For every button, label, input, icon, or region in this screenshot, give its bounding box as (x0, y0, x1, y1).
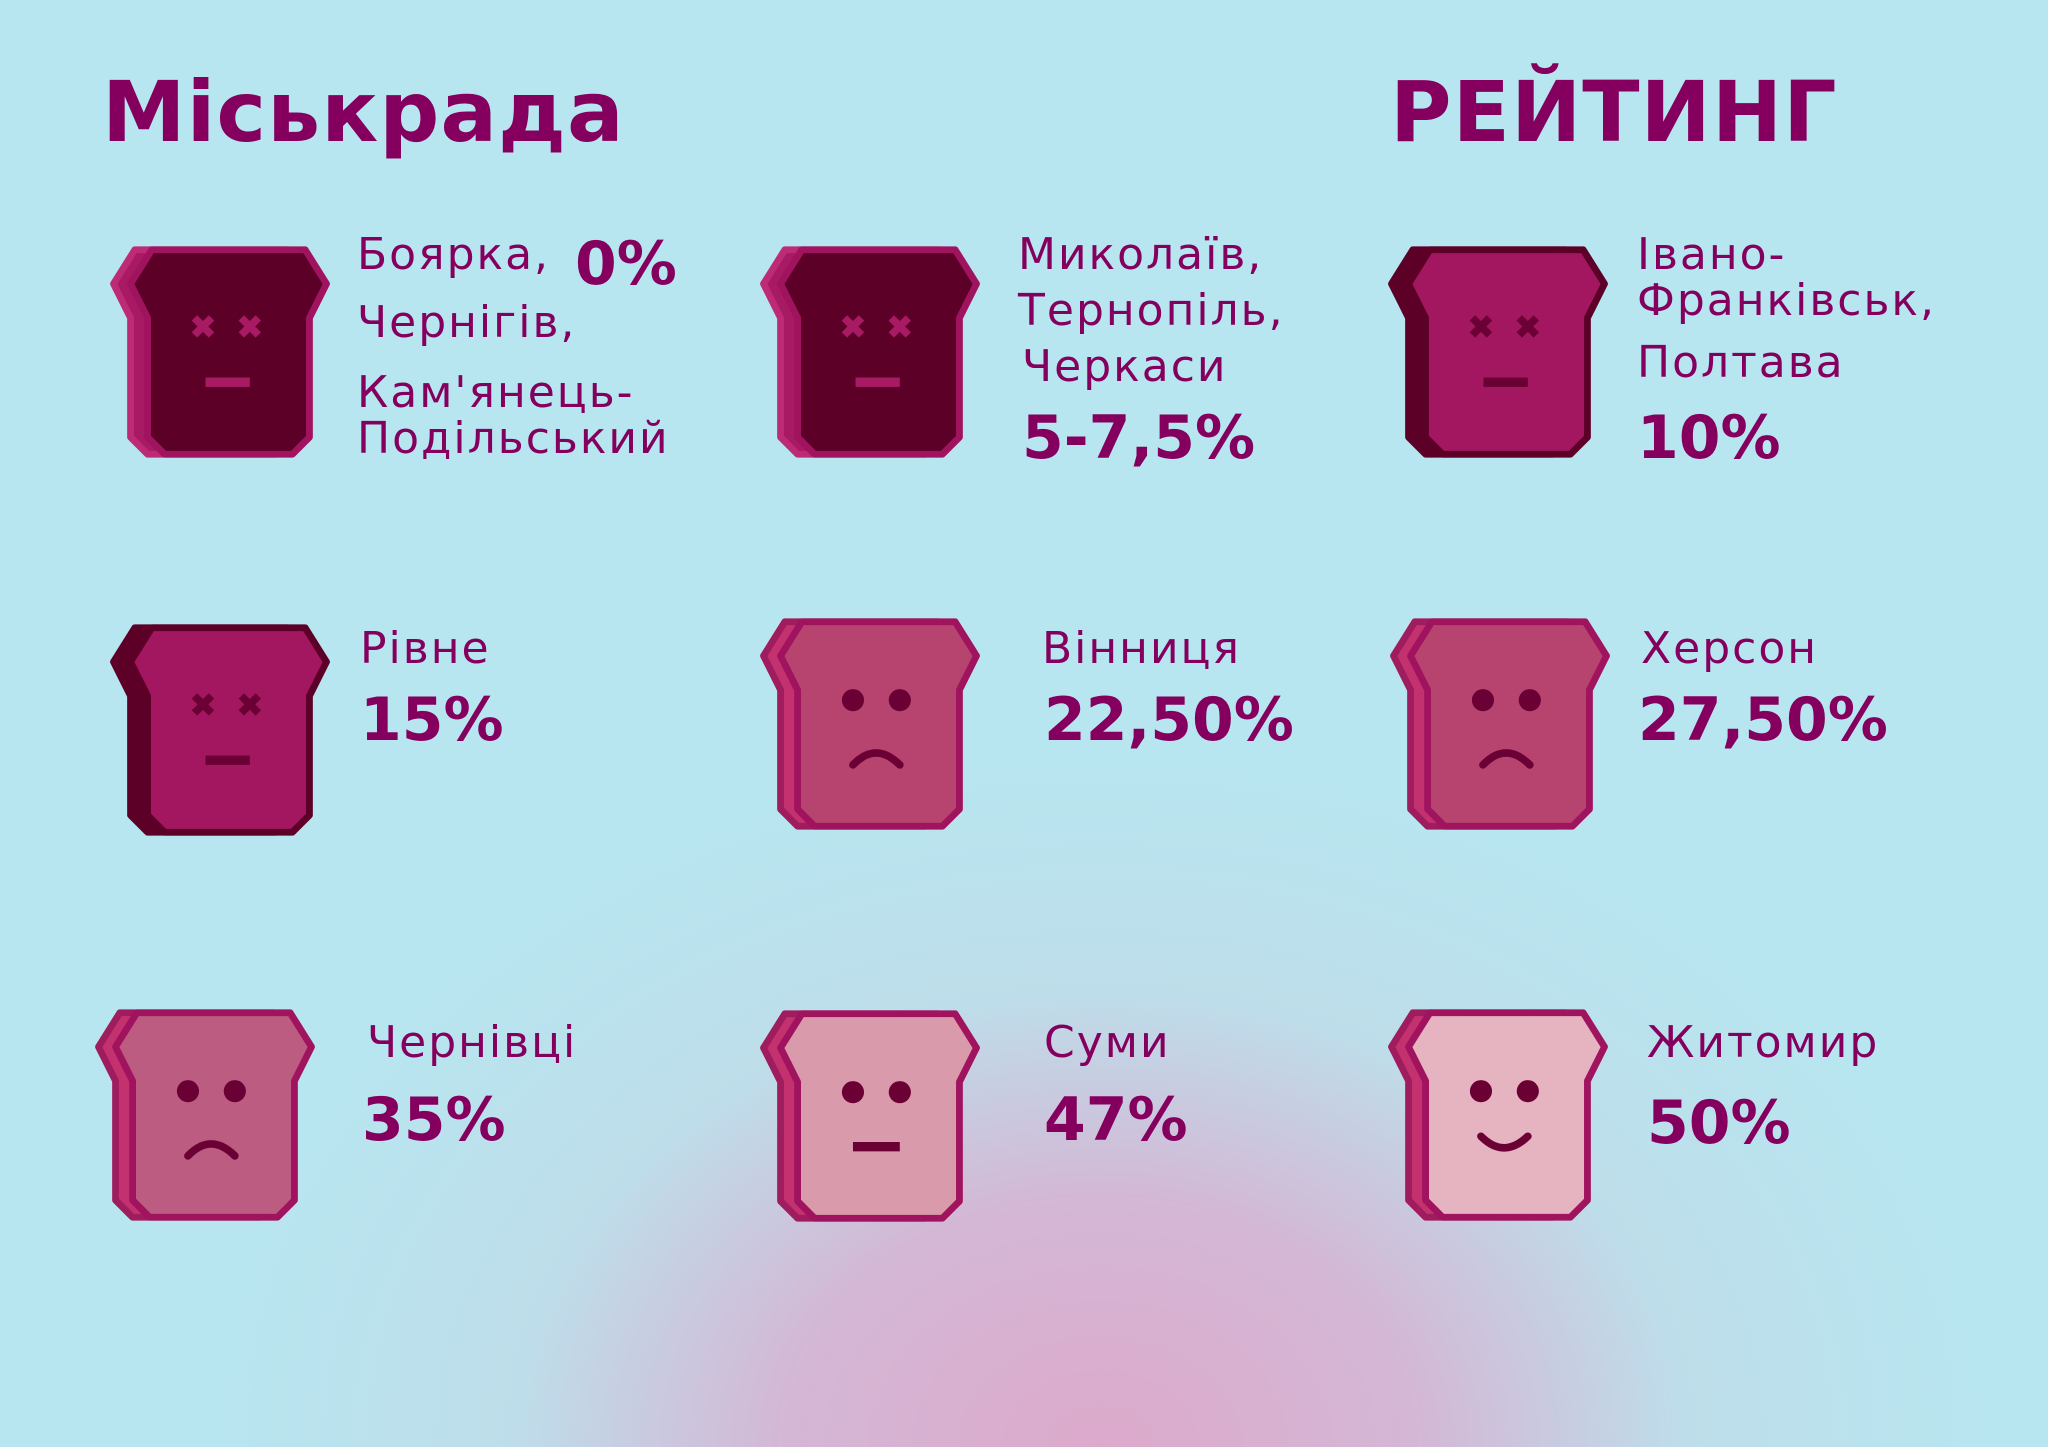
city-name: Кам'янець- (357, 367, 635, 418)
city-name: Херсон (1641, 623, 1819, 674)
percent-value: 50% (1647, 1088, 1791, 1158)
city-name: Рівне (360, 623, 491, 674)
city-list: Чернівці (367, 1016, 577, 1070)
city-list: Суми (1044, 1016, 1171, 1070)
city-name: Тернопіль, (1018, 285, 1285, 336)
toast-icon (105, 232, 335, 472)
toast-front-slice (112, 1009, 315, 1221)
city-list: Житомир (1647, 1016, 1879, 1070)
percent-value: 10% (1637, 403, 1781, 473)
dead-face-icon (841, 315, 912, 387)
percent-value: 35% (362, 1085, 506, 1155)
toast-front-slice (777, 618, 980, 830)
toast-icon (90, 995, 320, 1235)
toast-front-slice (127, 246, 330, 458)
city-name: Франківськ, (1637, 275, 1936, 326)
happy-face-icon (1469, 1080, 1539, 1152)
percent-value: 27,50% (1638, 685, 1888, 755)
toast-icon (1383, 995, 1613, 1235)
percent-value: 47% (1044, 1085, 1188, 1155)
sad-face-icon (1471, 689, 1541, 769)
toast-icon (755, 996, 985, 1236)
toast-icon (105, 610, 335, 850)
percent-value: 0% (575, 229, 677, 299)
sad-face-icon (176, 1080, 246, 1160)
toast-front-slice (127, 624, 330, 836)
dead-face-icon (191, 693, 262, 765)
city-name: Полтава (1637, 337, 1845, 388)
city-name: Вінниця (1042, 623, 1241, 674)
toast-svg (110, 624, 330, 836)
toast-svg (1388, 1009, 1608, 1221)
city-name: Подільський (357, 413, 670, 464)
city-name: Черкаси (1022, 341, 1228, 392)
city-name: Боярка, (357, 229, 551, 280)
toast-icon (755, 604, 985, 844)
city-name: Чернігів, (357, 297, 577, 348)
city-list: Рівне (360, 622, 491, 676)
toast-svg (1388, 246, 1608, 458)
rating-title: РЕЙТИНГ (1390, 63, 1838, 161)
toast-svg (760, 1010, 980, 1222)
percent-value: 15% (360, 685, 504, 755)
city-name: Суми (1044, 1017, 1171, 1068)
toast-icon (1383, 232, 1613, 472)
city-name: Чернівці (367, 1017, 578, 1068)
dead-face-icon (1469, 315, 1540, 387)
toast-front-slice (777, 1010, 980, 1222)
page-title: Міськрада (102, 63, 625, 161)
neutral-face-icon (841, 1081, 911, 1152)
toast-front-slice (1405, 246, 1608, 458)
toast-svg (95, 1009, 315, 1221)
toast-svg (760, 618, 980, 830)
dead-face-icon (191, 315, 262, 387)
toast-icon (755, 232, 985, 472)
city-list: Вінниця (1042, 622, 1241, 676)
toast-front-slice (777, 246, 980, 458)
city-list: Херсон (1641, 622, 1818, 676)
toast-front-slice (1407, 618, 1610, 830)
toast-svg (110, 246, 330, 458)
percent-value: 5-7,5% (1022, 403, 1256, 473)
toast-icon (1385, 604, 1615, 844)
toast-svg (760, 246, 980, 458)
toast-svg (1390, 618, 1610, 830)
toast-front-slice (1405, 1009, 1608, 1221)
city-name: Миколаїв, (1018, 229, 1264, 280)
sad-face-icon (841, 689, 911, 769)
city-name: Житомир (1647, 1017, 1880, 1068)
percent-value: 22,50% (1044, 685, 1294, 755)
city-name: Івано- (1637, 229, 1787, 280)
